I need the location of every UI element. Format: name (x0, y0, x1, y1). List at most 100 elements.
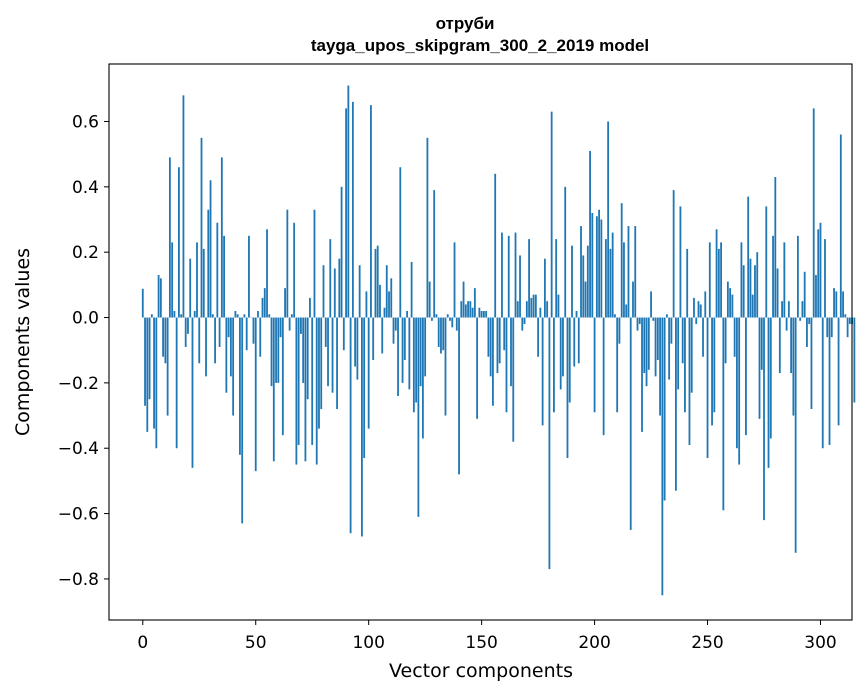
bar-53 (261, 297, 264, 318)
bar-246 (697, 301, 700, 318)
bar-153 (487, 317, 490, 357)
y-tick-label: −0.2 (58, 374, 99, 394)
bar-189 (568, 317, 571, 403)
bar-82 (327, 317, 329, 387)
bar-308 (837, 317, 840, 426)
bar-243 (690, 317, 693, 393)
bar-307 (835, 291, 838, 318)
bar-131 (437, 317, 440, 347)
bar-135 (446, 314, 449, 318)
bar-79 (320, 317, 323, 410)
bar-91 (347, 85, 350, 318)
bar-203 (600, 219, 603, 318)
bar-2 (146, 317, 149, 432)
bar-184 (557, 294, 560, 318)
bar-218 (634, 226, 637, 318)
bar-126 (426, 137, 429, 318)
bar-100 (367, 317, 370, 429)
bar-171 (528, 239, 530, 318)
plot-frame (108, 63, 853, 621)
bar-110 (390, 278, 393, 318)
bar-36 (223, 235, 225, 318)
bar-298 (815, 275, 817, 318)
bar-49 (252, 317, 255, 344)
bar-58 (272, 317, 275, 462)
bar-28 (205, 317, 207, 377)
bar-238 (679, 206, 682, 318)
bar-11 (166, 317, 169, 416)
bar-35 (220, 157, 223, 318)
bar-86 (336, 317, 338, 410)
bar-270 (751, 294, 754, 318)
bar-241 (686, 248, 689, 318)
bar-175 (537, 317, 540, 357)
bar-16 (178, 167, 180, 318)
bar-71 (302, 317, 305, 383)
bar-24 (196, 242, 198, 318)
bar-205 (604, 239, 607, 318)
bar-170 (525, 301, 528, 318)
bar-268 (747, 196, 750, 318)
bar-168 (521, 317, 524, 331)
bar-1 (144, 317, 146, 406)
bar-209 (614, 314, 616, 318)
bar-287 (790, 317, 793, 374)
bar-172 (530, 297, 533, 318)
bar-114 (399, 167, 402, 318)
bar-249 (704, 291, 707, 318)
bar-33 (216, 222, 219, 318)
bar-262 (733, 317, 736, 357)
bar-119 (410, 261, 413, 318)
bar-188 (566, 317, 569, 459)
bar-40 (232, 317, 235, 416)
bar-253 (713, 317, 716, 413)
bar-64 (286, 209, 289, 318)
bar-282 (778, 317, 781, 374)
bar-109 (388, 291, 390, 318)
bar-67 (293, 222, 296, 318)
bar-52 (259, 317, 262, 357)
bar-157 (496, 317, 499, 374)
bar-106 (381, 317, 384, 354)
bar-108 (385, 265, 388, 318)
bar-271 (754, 265, 756, 318)
bar-13 (171, 242, 174, 318)
bar-30 (209, 180, 212, 318)
bar-149 (478, 307, 481, 318)
bar-121 (415, 317, 418, 403)
bar-195 (582, 255, 585, 318)
bar-214 (625, 304, 628, 318)
chart-title: отруби (436, 14, 495, 33)
bar-217 (632, 281, 634, 318)
bars-group (141, 85, 856, 596)
bar-60 (277, 317, 280, 383)
bar-84 (331, 317, 334, 393)
bar-294 (806, 317, 808, 347)
bar-191 (573, 317, 576, 367)
bar-304 (828, 317, 831, 445)
bar-134 (444, 317, 447, 416)
bar-26 (200, 137, 203, 318)
bar-230 (661, 317, 664, 596)
bar-143 (464, 304, 467, 318)
bar-180 (548, 317, 551, 570)
bar-147 (473, 288, 476, 318)
bar-257 (722, 317, 725, 511)
bar-305 (830, 317, 833, 338)
bar-309 (839, 134, 842, 318)
bar-272 (756, 252, 759, 318)
bar-231 (663, 317, 666, 501)
bar-92 (349, 317, 352, 534)
bar-8 (159, 278, 162, 318)
bar-277 (767, 317, 770, 468)
bar-259 (726, 281, 729, 318)
bar-96 (358, 265, 361, 318)
bar-112 (394, 317, 397, 331)
bar-34 (218, 317, 221, 347)
y-tick-label: −0.8 (58, 570, 99, 590)
bar-280 (774, 177, 777, 318)
bar-111 (392, 317, 395, 344)
bar-194 (580, 226, 582, 318)
bar-104 (376, 245, 379, 318)
